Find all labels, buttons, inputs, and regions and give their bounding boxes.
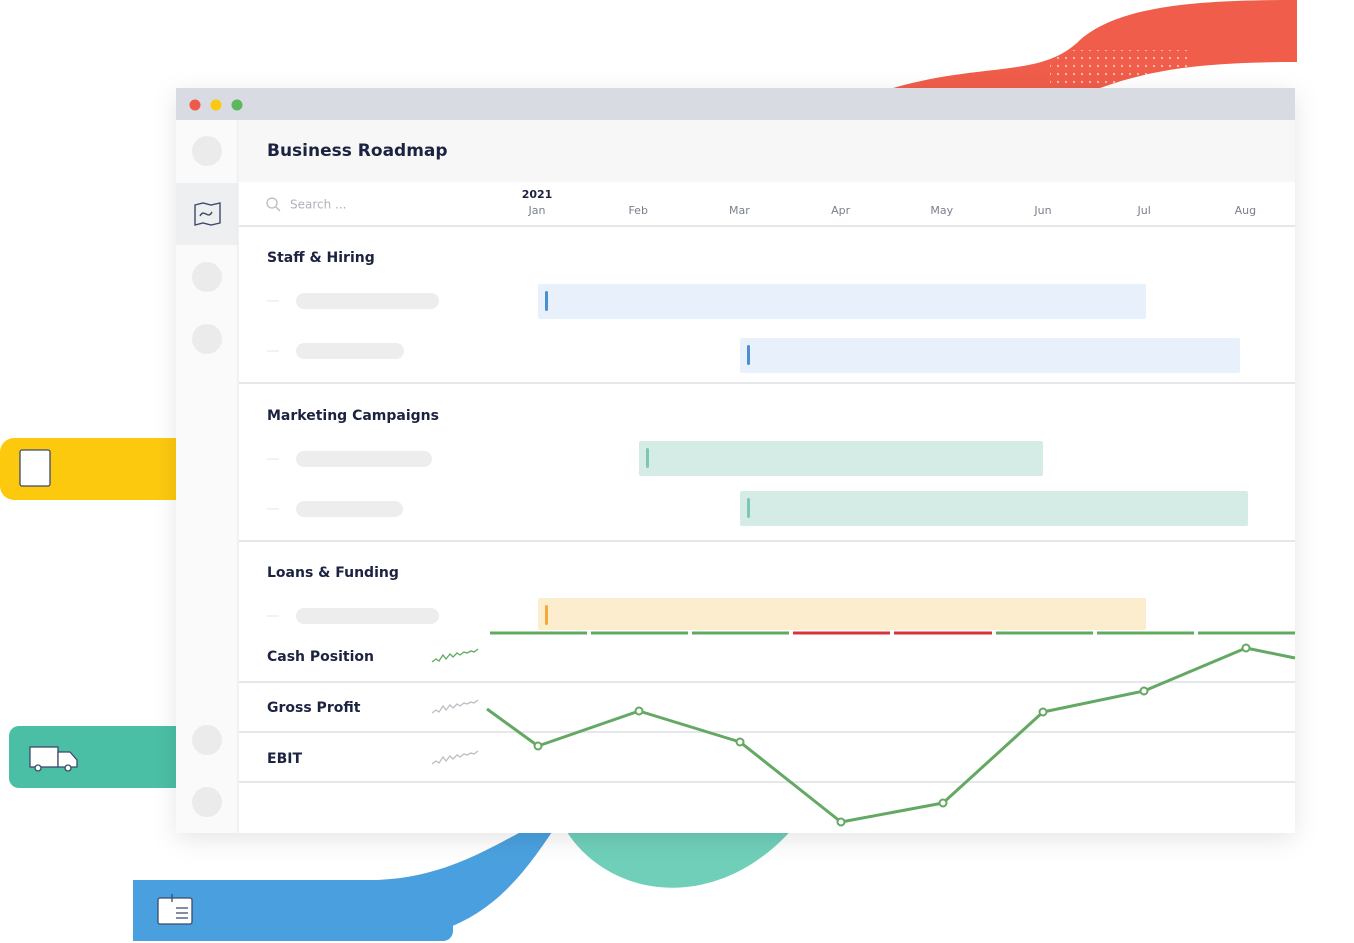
metric-label: Cash Position <box>267 649 374 665</box>
group-title: Staff & Hiring <box>267 250 375 266</box>
close-button[interactable] <box>189 99 201 111</box>
month-label: Mar <box>729 204 750 217</box>
year-label: 2021 <box>522 188 553 201</box>
decor-red <box>880 0 1297 92</box>
group-title: Marketing Campaigns <box>267 408 439 424</box>
metric-dividers <box>239 681 1295 783</box>
page-title: Business Roadmap <box>267 141 448 161</box>
roadmap-icon <box>194 202 221 226</box>
title-bar <box>176 88 1295 120</box>
decor-teal-blob <box>560 820 800 888</box>
sparklines <box>431 648 479 765</box>
trend-line <box>486 646 1296 824</box>
month-label: Aug <box>1235 204 1256 217</box>
header <box>239 120 1295 182</box>
search-input[interactable]: Search ... <box>290 198 346 212</box>
teal-tab <box>9 726 199 788</box>
group-title: Loans & Funding <box>267 565 399 581</box>
month-label: Jun <box>1033 204 1051 217</box>
month-label: Jan <box>528 204 546 217</box>
month-label: Jul <box>1137 204 1151 217</box>
decor-dots <box>1050 50 1190 88</box>
maximize-button[interactable] <box>231 99 243 111</box>
search-icon <box>266 197 278 209</box>
row-dashes <box>267 300 279 617</box>
group-dividers <box>239 382 1295 542</box>
tab-icons <box>19 449 193 925</box>
minimize-button[interactable] <box>210 99 222 111</box>
metric-label: EBIT <box>267 751 302 767</box>
month-label: Feb <box>628 204 647 217</box>
sidebar-items[interactable] <box>192 136 222 817</box>
blue-tab <box>133 880 453 941</box>
metric-label: Gross Profit <box>267 700 361 716</box>
month-label: May <box>930 204 953 217</box>
trend-points <box>533 643 1251 827</box>
gantt-bars[interactable] <box>538 284 1248 630</box>
search-icon <box>275 206 281 212</box>
placeholder-rows <box>296 293 439 624</box>
month-label: Apr <box>831 204 851 217</box>
